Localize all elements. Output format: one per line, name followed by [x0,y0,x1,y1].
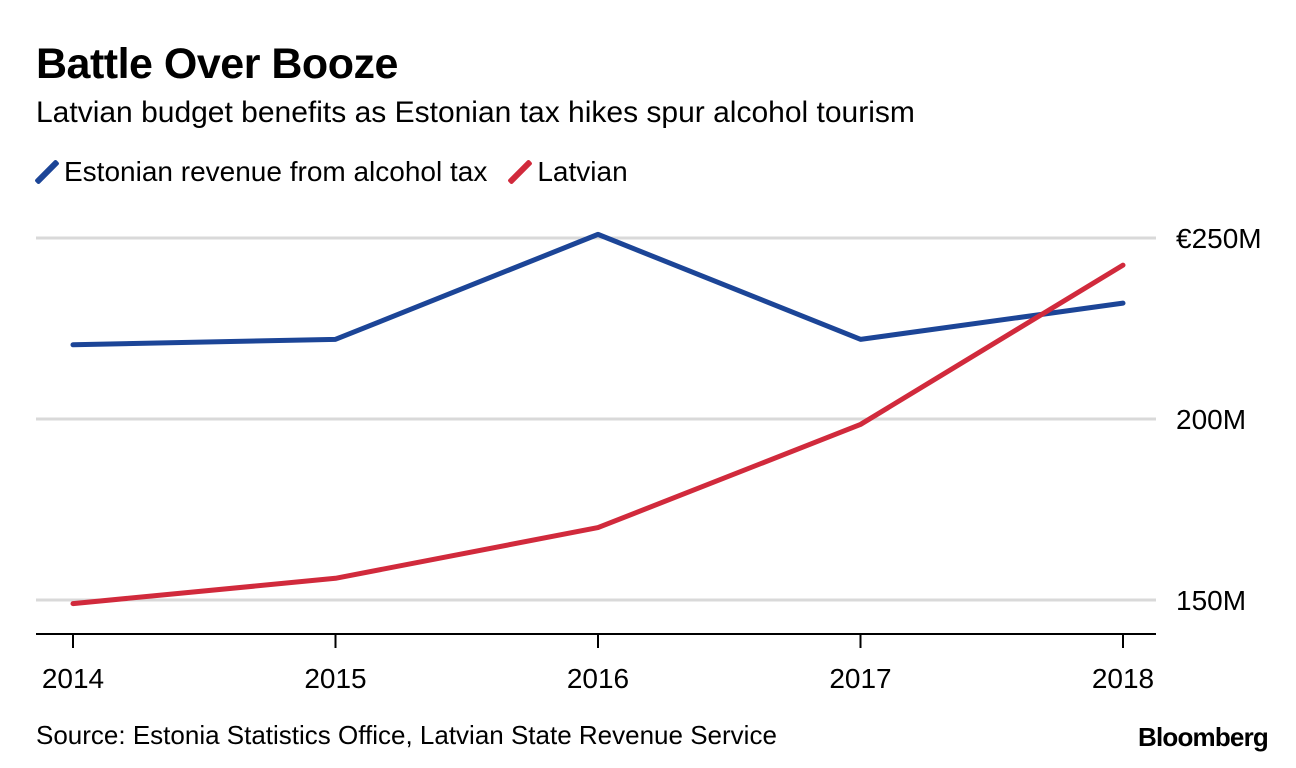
legend-label-estonian: Estonian revenue from alcohol tax [64,156,488,187]
x-tick-label-2016: 2016 [567,663,629,694]
chart-title: Battle Over Booze [36,40,398,88]
y-tick-label-250: €250M [1176,223,1262,254]
y-tick-label-200: 200M [1176,404,1246,435]
legend-item-latvian: Latvian [507,156,628,188]
x-tick-label-2018: 2018 [1092,663,1154,694]
x-tick-label-2017: 2017 [829,663,891,694]
series-line-estonian [70,231,1126,348]
bloomberg-logo: Bloomberg [1137,722,1269,752]
series-line-latvian [70,262,1126,607]
legend-item-estonian: Estonian revenue from alcohol tax [34,156,488,188]
source-note: Source: Estonia Statistics Office, Latvi… [36,720,777,750]
chart-subtitle: Latvian budget benefits as Estonian tax … [36,96,915,129]
legend: Estonian revenue from alcohol tax Latvia… [34,156,650,188]
y-tick-label-150: 150M [1176,585,1246,616]
legend-label-latvian: Latvian [537,156,628,187]
x-tick-label-2014: 2014 [42,663,104,694]
x-tick-label-2015: 2015 [304,663,366,694]
